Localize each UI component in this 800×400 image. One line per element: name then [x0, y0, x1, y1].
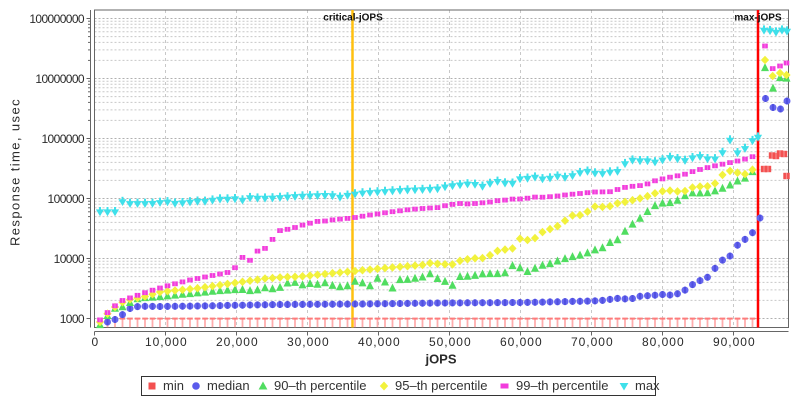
svg-text:100000: 100000 [48, 192, 85, 206]
svg-text:70,000: 70,000 [571, 335, 614, 349]
svg-text:10000: 10000 [54, 252, 85, 266]
svg-text:60,000: 60,000 [500, 335, 543, 349]
svg-text:90–th percentile: 90–th percentile [274, 378, 367, 393]
svg-text:median: median [207, 378, 250, 393]
svg-text:10000000: 10000000 [35, 72, 85, 86]
svg-text:20,000: 20,000 [216, 335, 259, 349]
svg-text:40,000: 40,000 [358, 335, 401, 349]
svg-text:min: min [163, 378, 184, 393]
svg-text:10,000: 10,000 [145, 335, 188, 349]
svg-text:Response time, usec: Response time, usec [8, 98, 23, 246]
svg-text:0: 0 [91, 335, 99, 349]
svg-text:99–th percentile: 99–th percentile [516, 378, 609, 393]
svg-text:50,000: 50,000 [429, 335, 472, 349]
svg-text:80,000: 80,000 [642, 335, 685, 349]
svg-text:95–th percentile: 95–th percentile [395, 378, 488, 393]
svg-text:1000000: 1000000 [41, 132, 84, 146]
svg-text:90,000: 90,000 [713, 335, 756, 349]
svg-text:jOPS: jOPS [424, 352, 456, 367]
svg-text:30,000: 30,000 [287, 335, 330, 349]
svg-text:1000: 1000 [60, 312, 85, 326]
svg-text:max-jOPS: max-jOPS [734, 13, 782, 24]
svg-text:max: max [635, 378, 660, 393]
svg-text:100000000: 100000000 [29, 12, 85, 26]
svg-text:critical-jOPS: critical-jOPS [323, 13, 383, 24]
